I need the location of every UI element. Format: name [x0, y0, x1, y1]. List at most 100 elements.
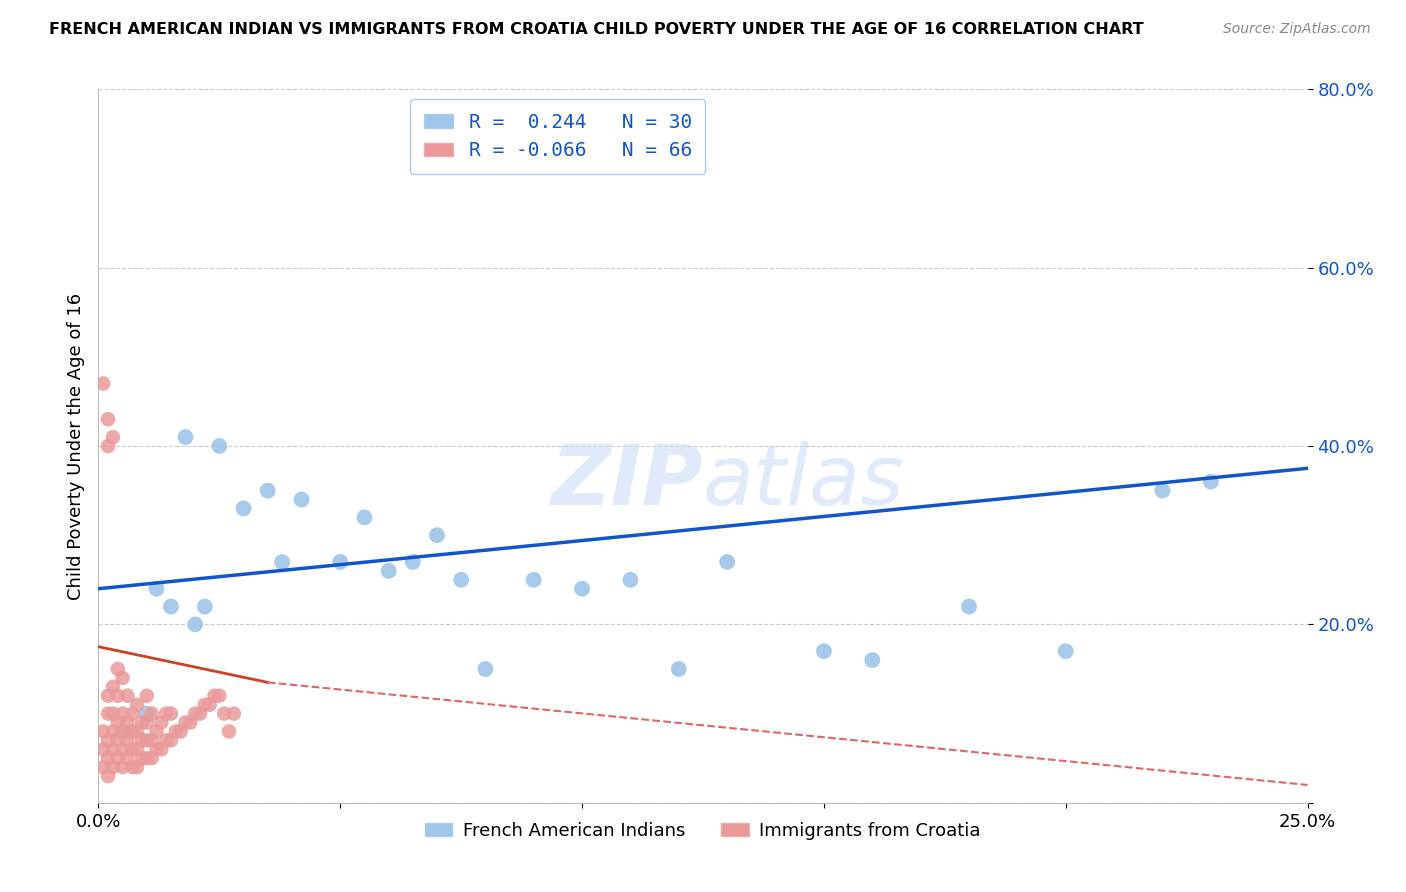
Point	[121, 706, 143, 721]
Point	[169, 724, 191, 739]
Point	[271, 555, 294, 569]
Point	[145, 742, 167, 756]
Point	[716, 555, 738, 569]
Point	[135, 715, 157, 730]
Point	[619, 573, 641, 587]
Point	[150, 742, 173, 756]
Point	[155, 733, 177, 747]
Point	[256, 483, 278, 498]
Text: FRENCH AMERICAN INDIAN VS IMMIGRANTS FROM CROATIA CHILD POVERTY UNDER THE AGE OF: FRENCH AMERICAN INDIAN VS IMMIGRANTS FRO…	[49, 22, 1144, 37]
Point	[111, 760, 134, 774]
Point	[97, 439, 120, 453]
Point	[131, 751, 153, 765]
Point	[111, 671, 134, 685]
Y-axis label: Child Poverty Under the Age of 16: Child Poverty Under the Age of 16	[66, 293, 84, 599]
Point	[101, 742, 124, 756]
Point	[160, 733, 183, 747]
Point	[91, 376, 114, 391]
Point	[101, 680, 124, 694]
Point	[218, 724, 240, 739]
Point	[165, 724, 187, 739]
Point	[91, 724, 114, 739]
Point	[101, 724, 124, 739]
Point	[145, 724, 167, 739]
Point	[174, 715, 197, 730]
Point	[141, 751, 163, 765]
Point	[107, 733, 129, 747]
Point	[135, 733, 157, 747]
Point	[141, 706, 163, 721]
Point	[111, 742, 134, 756]
Point	[402, 555, 425, 569]
Point	[107, 689, 129, 703]
Point	[121, 724, 143, 739]
Legend: French American Indians, Immigrants from Croatia: French American Indians, Immigrants from…	[418, 815, 988, 847]
Point	[135, 706, 157, 721]
Point	[117, 733, 139, 747]
Point	[145, 582, 167, 596]
Point	[290, 492, 312, 507]
Point	[232, 501, 254, 516]
Point	[121, 760, 143, 774]
Point	[860, 653, 883, 667]
Point	[208, 439, 231, 453]
Point	[97, 751, 120, 765]
Point	[141, 733, 163, 747]
Point	[107, 715, 129, 730]
Point	[97, 689, 120, 703]
Point	[668, 662, 690, 676]
Point	[523, 573, 546, 587]
Point	[97, 769, 120, 783]
Point	[117, 751, 139, 765]
Point	[111, 724, 134, 739]
Text: atlas: atlas	[703, 442, 904, 522]
Text: Source: ZipAtlas.com: Source: ZipAtlas.com	[1223, 22, 1371, 37]
Point	[377, 564, 399, 578]
Point	[117, 715, 139, 730]
Point	[97, 706, 120, 721]
Point	[208, 689, 231, 703]
Point	[450, 573, 472, 587]
Point	[188, 706, 211, 721]
Point	[117, 689, 139, 703]
Point	[329, 555, 352, 569]
Point	[135, 689, 157, 703]
Point	[198, 698, 221, 712]
Point	[1152, 483, 1174, 498]
Point	[353, 510, 375, 524]
Point	[160, 706, 183, 721]
Text: ZIP: ZIP	[550, 442, 703, 522]
Point	[179, 715, 201, 730]
Point	[131, 715, 153, 730]
Point	[160, 599, 183, 614]
Point	[101, 760, 124, 774]
Point	[91, 742, 114, 756]
Point	[107, 662, 129, 676]
Point	[107, 751, 129, 765]
Point	[1054, 644, 1077, 658]
Point	[150, 715, 173, 730]
Point	[571, 582, 593, 596]
Point	[127, 724, 149, 739]
Point	[111, 706, 134, 721]
Point	[194, 599, 217, 614]
Point	[91, 760, 114, 774]
Point	[222, 706, 245, 721]
Point	[121, 742, 143, 756]
Point	[131, 733, 153, 747]
Point	[1199, 475, 1222, 489]
Point	[97, 412, 120, 426]
Point	[97, 733, 120, 747]
Point	[127, 742, 149, 756]
Point	[426, 528, 449, 542]
Point	[204, 689, 226, 703]
Point	[127, 698, 149, 712]
Point	[111, 724, 134, 739]
Point	[474, 662, 496, 676]
Point	[174, 430, 197, 444]
Point	[127, 760, 149, 774]
Point	[101, 430, 124, 444]
Point	[135, 751, 157, 765]
Point	[813, 644, 835, 658]
Point	[212, 706, 235, 721]
